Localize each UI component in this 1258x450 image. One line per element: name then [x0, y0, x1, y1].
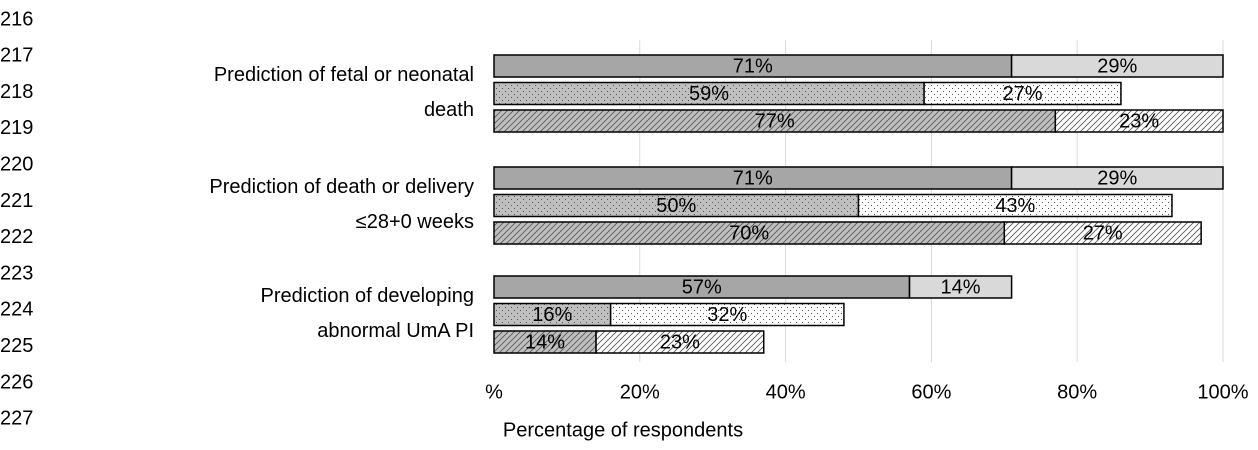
line-number: 216 — [0, 8, 33, 30]
value-label: 50% — [656, 195, 696, 217]
bar-segment — [1010, 54, 1224, 78]
line-number: 226 — [0, 371, 33, 393]
x-tick-label: 40% — [766, 381, 806, 403]
value-label: 14% — [525, 331, 565, 353]
value-label: 59% — [689, 83, 729, 105]
bar-segment — [908, 275, 1013, 299]
x-tick-label: % — [485, 381, 503, 403]
value-label: 71% — [733, 167, 773, 189]
x-tick-label: 20% — [620, 381, 660, 403]
line-number: 225 — [0, 335, 33, 357]
line-number: 217 — [0, 45, 33, 67]
line-number: 223 — [0, 262, 33, 284]
value-label: 77% — [755, 110, 795, 132]
x-tick-label: 100% — [1197, 381, 1248, 403]
category-label: Prediction of death or delivery ≤28+0 wee… — [209, 176, 474, 233]
category-label: Prediction of fetal or neonatal death — [214, 64, 474, 121]
bar-segment — [1054, 109, 1224, 133]
value-label: 70% — [729, 222, 769, 244]
line-number: 227 — [0, 408, 33, 430]
value-label: 23% — [660, 331, 700, 353]
bar-segment — [1003, 221, 1202, 245]
x-tick-label: 60% — [911, 381, 951, 403]
value-label: 32% — [707, 304, 747, 326]
line-number: 222 — [0, 226, 33, 248]
category-label: Prediction of developing abnormal UmA PI — [261, 285, 474, 342]
x-axis-label: Percentage of respondents — [503, 419, 743, 441]
value-label: 29% — [1097, 55, 1137, 77]
line-number: 219 — [0, 117, 33, 139]
x-tick-label: 80% — [1057, 381, 1097, 403]
value-label: 14% — [941, 276, 981, 298]
line-number: 224 — [0, 299, 33, 321]
line-number: 218 — [0, 81, 33, 103]
bar-segment — [609, 302, 845, 327]
bar-segment — [1010, 166, 1224, 190]
bar-segment — [595, 330, 765, 354]
bar-segment — [923, 81, 1122, 106]
value-label: 43% — [995, 195, 1035, 217]
value-label: 16% — [532, 304, 572, 326]
value-label: 27% — [1003, 83, 1043, 105]
line-number: 220 — [0, 153, 33, 175]
value-label: 71% — [733, 55, 773, 77]
value-label: 27% — [1083, 222, 1123, 244]
value-label: 23% — [1119, 110, 1159, 132]
value-label: 57% — [682, 276, 722, 298]
line-number: 221 — [0, 190, 33, 212]
value-label: 29% — [1097, 167, 1137, 189]
bar-segment — [857, 193, 1173, 218]
